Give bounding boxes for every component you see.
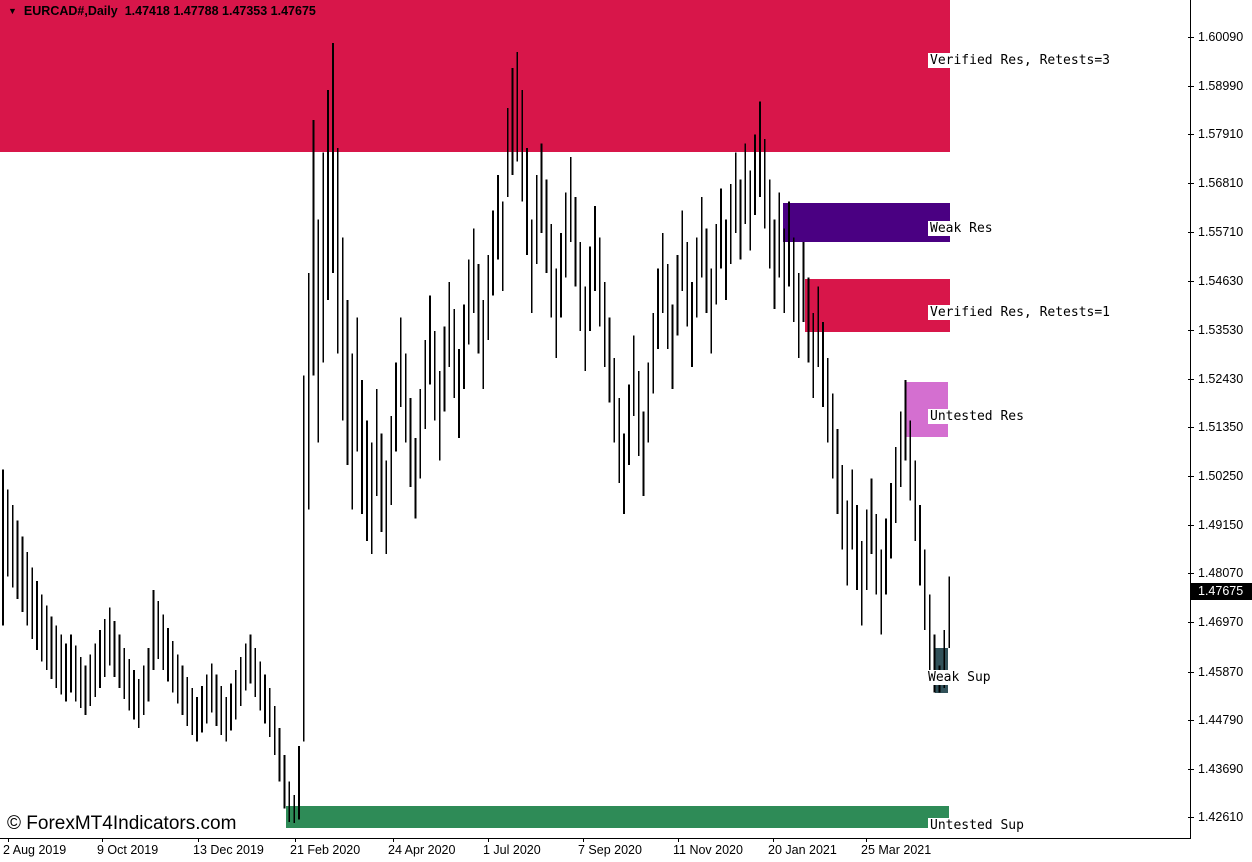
date-tick-label: 21 Feb 2020 — [290, 843, 361, 857]
date-tick-mark — [773, 838, 774, 842]
price-tick-label: 1.58990 — [1198, 79, 1244, 94]
price-bars-chart[interactable] — [0, 0, 1190, 838]
forexmt4indicators-watermark: © ForexMT4Indicators.com — [7, 813, 237, 834]
date-tick-label: 24 Apr 2020 — [388, 843, 456, 857]
price-tick-label: 1.53530 — [1198, 322, 1244, 337]
price-tick-mark — [1188, 329, 1194, 331]
date-tick-label: 13 Dec 2019 — [193, 843, 264, 857]
price-tick-label: 1.54630 — [1198, 273, 1244, 288]
price-tick-label: 1.46970 — [1198, 615, 1244, 630]
price-tick-label: 1.57910 — [1198, 127, 1244, 142]
date-tick-mark — [8, 838, 9, 842]
date-tick-mark — [488, 838, 489, 842]
weak-sup-label: Weak Sup — [926, 670, 993, 685]
price-axis-line — [1190, 0, 1191, 839]
verified-res-3-zone[interactable] — [0, 0, 950, 153]
weak-res-label: Weak Res — [928, 221, 995, 236]
date-tick-label: 11 Nov 2020 — [673, 843, 743, 857]
price-tick-label: 1.45870 — [1198, 664, 1244, 679]
price-tick-mark — [1188, 280, 1194, 282]
date-tick-label: 2 Aug 2019 — [3, 843, 67, 857]
price-tick-mark — [1188, 622, 1194, 624]
price-tick-label: 1.60090 — [1198, 30, 1244, 44]
price-tick-mark — [1188, 525, 1194, 527]
date-tick-mark — [198, 838, 199, 842]
date-tick-label: 20 Jan 2021 — [768, 843, 837, 857]
symbol-period-label: EURCAD#,Daily — [23, 4, 118, 18]
price-tick-mark — [1188, 378, 1194, 380]
verified-res-1-label: Verified Res, Retests=1 — [928, 305, 1113, 320]
title-dropdown-icon: ▼ — [8, 6, 17, 16]
price-tick-mark — [1188, 573, 1194, 575]
verified-res-1-zone[interactable] — [805, 278, 950, 332]
price-tick-mark — [1188, 232, 1194, 234]
untested-res-label: Untested Res — [928, 409, 1026, 424]
date-tick-mark — [583, 838, 584, 842]
untested-sup-zone[interactable] — [286, 806, 949, 829]
date-tick-label: 9 Oct 2019 — [97, 843, 159, 857]
price-tick-mark — [1188, 671, 1194, 673]
quote-ohlc-values: 1.47418 1.47788 1.47353 1.47675 — [124, 4, 316, 18]
verified-res-3-label: Verified Res, Retests=3 — [928, 53, 1113, 68]
price-tick-mark — [1188, 86, 1194, 88]
price-tick-mark — [1188, 476, 1194, 478]
date-axis-line — [0, 838, 1191, 839]
date-tick-mark — [102, 838, 103, 842]
price-tick-label: 1.55710 — [1198, 225, 1244, 240]
price-tick-label: 1.48070 — [1198, 566, 1244, 581]
price-tick-label: 1.42610 — [1198, 810, 1244, 824]
untested-sup-label: Untested Sup — [928, 818, 1026, 833]
price-tick-label: 1.49150 — [1198, 518, 1244, 533]
price-tick-mark — [1188, 817, 1194, 818]
price-tick-mark — [1188, 719, 1194, 721]
weak-res-zone[interactable] — [783, 202, 950, 242]
date-tick-mark — [295, 838, 296, 842]
price-tick-label: 1.43690 — [1198, 761, 1244, 776]
price-tick-mark — [1188, 768, 1194, 770]
price-tick-mark — [1188, 37, 1194, 38]
date-tick-mark — [678, 838, 679, 842]
price-tick-label: 1.56810 — [1198, 176, 1244, 191]
date-tick-mark — [393, 838, 394, 842]
price-tick-label: 1.44790 — [1198, 712, 1244, 727]
price-tick-label: 1.52430 — [1198, 371, 1244, 386]
chart-title: ▼ EURCAD#,Daily 1.47418 1.47788 1.47353 1.… — [8, 4, 316, 18]
price-tick-label: 1.50250 — [1198, 469, 1244, 484]
price-tick-label: 1.51350 — [1198, 420, 1244, 434]
price-tick-mark — [1188, 427, 1194, 428]
date-tick-mark — [866, 838, 867, 842]
current-price-badge: 1.47675 — [1191, 583, 1252, 600]
date-tick-label: 7 Sep 2020 — [578, 843, 642, 857]
price-tick-mark — [1188, 134, 1194, 136]
date-tick-label: 25 Mar 2021 — [861, 843, 932, 857]
date-tick-label: 1 Jul 2020 — [483, 843, 541, 857]
price-tick-mark — [1188, 183, 1194, 185]
